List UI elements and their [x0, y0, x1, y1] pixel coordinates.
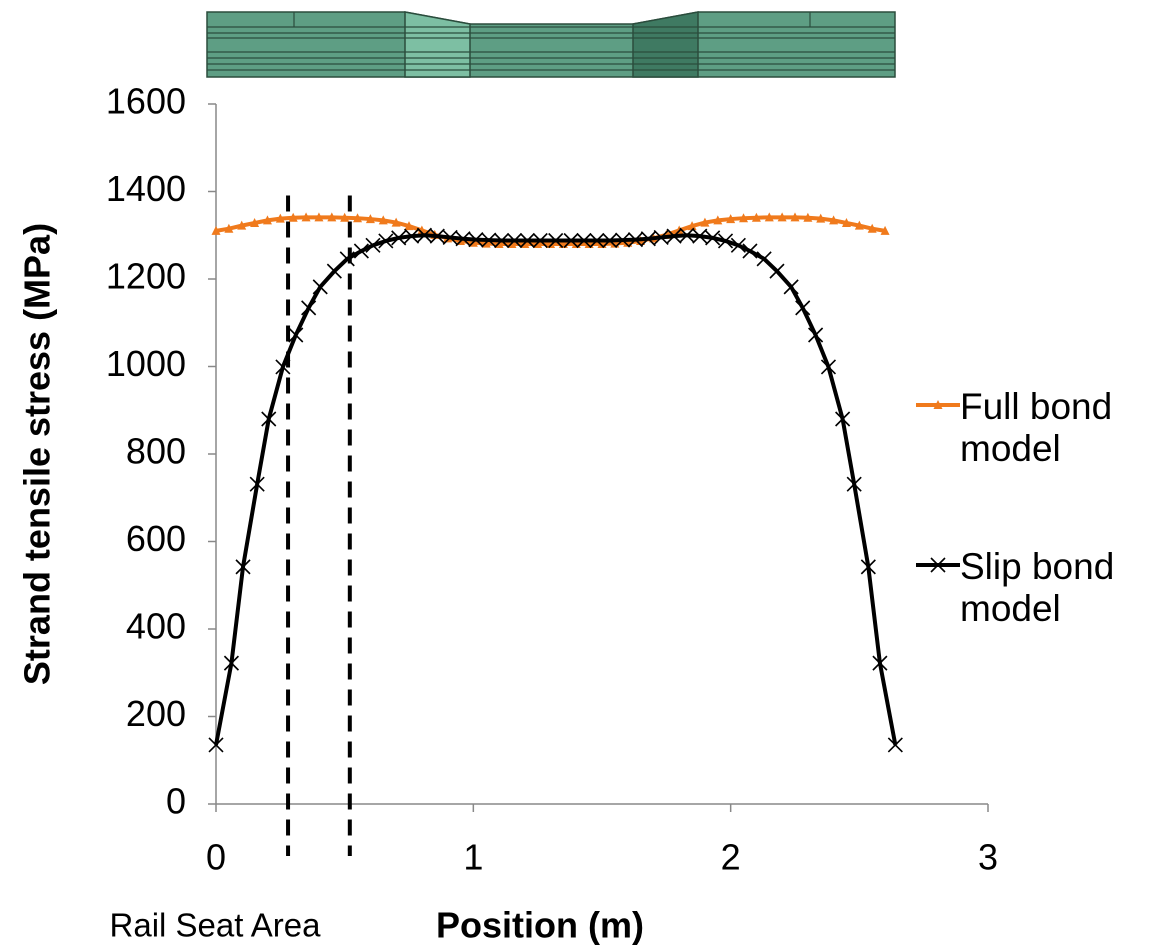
marker [327, 264, 341, 278]
y-axis-title: Strand tensile stress (MPa) [17, 223, 58, 685]
legend-label: Full bond model [960, 386, 1160, 470]
x-tick-label: 2 [721, 837, 741, 878]
y-tick-label: 1200 [106, 256, 186, 297]
x-tick-label: 1 [463, 837, 483, 878]
marker [757, 252, 771, 266]
tie-illustration [207, 12, 895, 77]
y-tick-label: 600 [126, 518, 186, 559]
marker [770, 264, 784, 278]
marker [313, 280, 327, 294]
y-tick-label: 200 [126, 693, 186, 734]
y-tick-label: 1400 [106, 168, 186, 209]
marker [784, 280, 798, 294]
legend-label: Slip bond model [960, 546, 1160, 630]
annotation: Rail Seat Area [110, 907, 322, 944]
y-tick-label: 800 [126, 431, 186, 472]
marker [796, 301, 810, 315]
x-axis-title: Position (m) [436, 905, 644, 946]
y-tick-label: 1600 [106, 81, 186, 122]
marker [340, 252, 354, 266]
y-tick-label: 400 [126, 606, 186, 647]
chart: Strand tensile stress (MPa) Position (m)… [0, 0, 1166, 949]
series-line [216, 235, 895, 745]
x-tick-label: 0 [206, 837, 226, 878]
page: Strand tensile stress (MPa) Position (m)… [0, 0, 1166, 949]
y-tick-label: 1000 [106, 343, 186, 384]
marker [302, 301, 316, 315]
x-tick-label: 3 [978, 837, 998, 878]
y-tick-label: 0 [166, 781, 186, 822]
